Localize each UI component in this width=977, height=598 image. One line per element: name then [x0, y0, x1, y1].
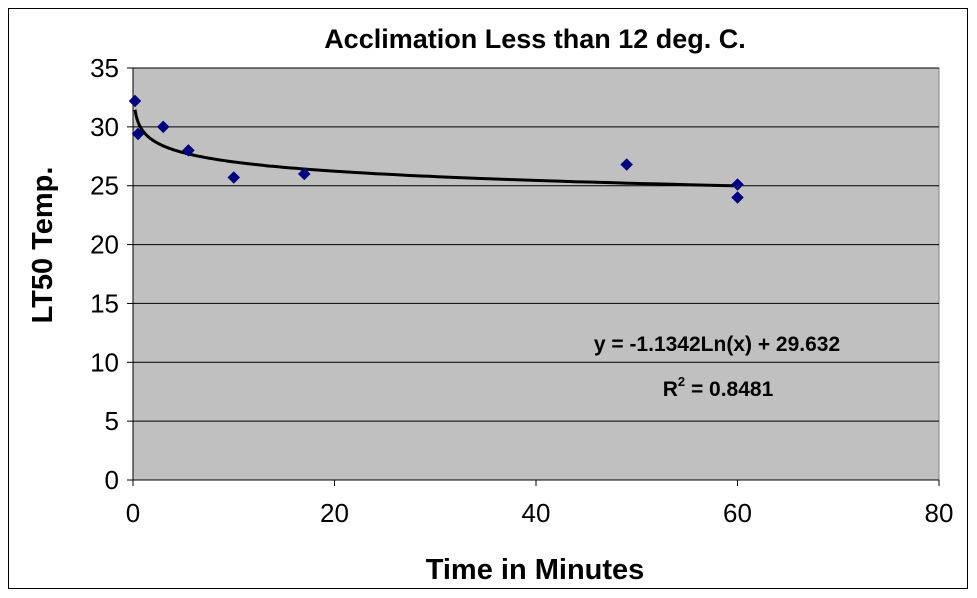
x-tick-label: 40 — [522, 498, 551, 528]
data-point — [128, 94, 142, 108]
x-tick-label: 0 — [126, 498, 140, 528]
y-tick-label: 15 — [90, 288, 119, 318]
r-squared-label: R2 = 0.8481 — [663, 374, 774, 401]
data-point — [182, 144, 195, 157]
x-tick-label: 20 — [320, 498, 349, 528]
r-squared-exponent: 2 — [678, 374, 685, 389]
trendline-equation: y = -1.1342Ln(x) + 29.632 — [594, 333, 840, 356]
data-point — [227, 171, 241, 184]
x-axis-label: Time in Minutes — [426, 554, 645, 586]
x-tick-labels: 0 20 40 60 80 — [126, 498, 954, 528]
x-tick-label: 80 — [925, 498, 954, 528]
data-point — [731, 178, 744, 191]
axes — [127, 67, 940, 486]
y-axis-label: LT50 Temp. — [27, 167, 59, 324]
y-tick-label: 30 — [90, 112, 119, 142]
data-point — [156, 120, 170, 134]
trendline — [133, 109, 738, 188]
data-markers — [128, 94, 744, 204]
data-point — [620, 158, 634, 171]
data-point — [297, 167, 311, 181]
data-point — [731, 191, 744, 204]
gridlines — [133, 67, 939, 422]
y-tick-label: 20 — [90, 230, 119, 260]
y-tick-label: 35 — [90, 53, 119, 83]
chart-title: Acclimation Less than 12 deg. C. — [324, 24, 746, 54]
data-point — [131, 127, 145, 141]
plot-area — [132, 67, 940, 481]
r-squared-prefix: R — [663, 378, 678, 401]
x-tick-label: 60 — [723, 498, 752, 528]
y-tick-labels: 0 5 10 15 20 25 30 35 — [90, 53, 119, 495]
y-tick-label: 5 — [105, 406, 119, 436]
y-tick-label: 10 — [90, 347, 119, 377]
y-tick-label: 0 — [105, 465, 119, 495]
r-squared-value: = 0.8481 — [685, 378, 773, 401]
y-tick-label: 25 — [90, 171, 119, 201]
